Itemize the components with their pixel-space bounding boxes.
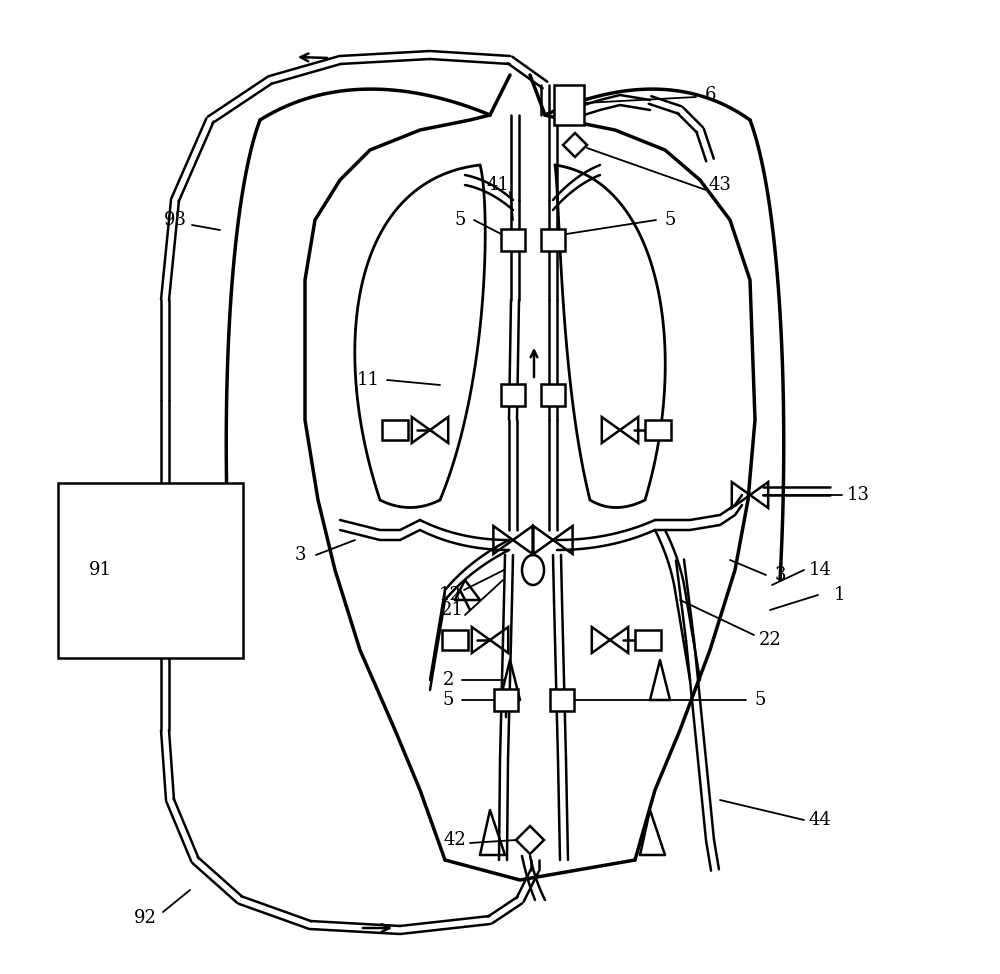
Bar: [541, 229, 565, 251]
Text: 5: 5: [442, 691, 454, 709]
Text: 22: 22: [759, 631, 781, 649]
Text: 41: 41: [487, 176, 509, 194]
Bar: [501, 384, 525, 406]
Text: 42: 42: [444, 831, 466, 849]
Bar: [550, 689, 574, 711]
Text: 43: 43: [709, 176, 731, 194]
Text: 5: 5: [664, 211, 676, 229]
Text: 2: 2: [442, 671, 454, 689]
Text: 92: 92: [134, 909, 156, 927]
Text: 11: 11: [356, 371, 380, 389]
Bar: [645, 420, 671, 440]
Bar: [635, 630, 661, 650]
Text: 1: 1: [834, 586, 846, 604]
Bar: [494, 689, 518, 711]
Bar: [382, 420, 408, 440]
Text: 91: 91: [88, 561, 112, 579]
Bar: [541, 384, 565, 406]
Text: 12: 12: [439, 586, 461, 604]
Text: 5: 5: [454, 211, 466, 229]
Text: 14: 14: [809, 561, 831, 579]
Text: 6: 6: [704, 86, 716, 104]
Bar: [501, 229, 525, 251]
Text: 3: 3: [294, 546, 306, 564]
Text: 13: 13: [846, 486, 870, 504]
Text: 93: 93: [164, 211, 186, 229]
Text: 3: 3: [774, 566, 786, 584]
Bar: [58, 482, 242, 657]
Text: 44: 44: [809, 811, 831, 829]
Text: 21: 21: [441, 601, 463, 619]
Text: 5: 5: [754, 691, 766, 709]
Bar: [554, 85, 584, 125]
Bar: [442, 630, 468, 650]
